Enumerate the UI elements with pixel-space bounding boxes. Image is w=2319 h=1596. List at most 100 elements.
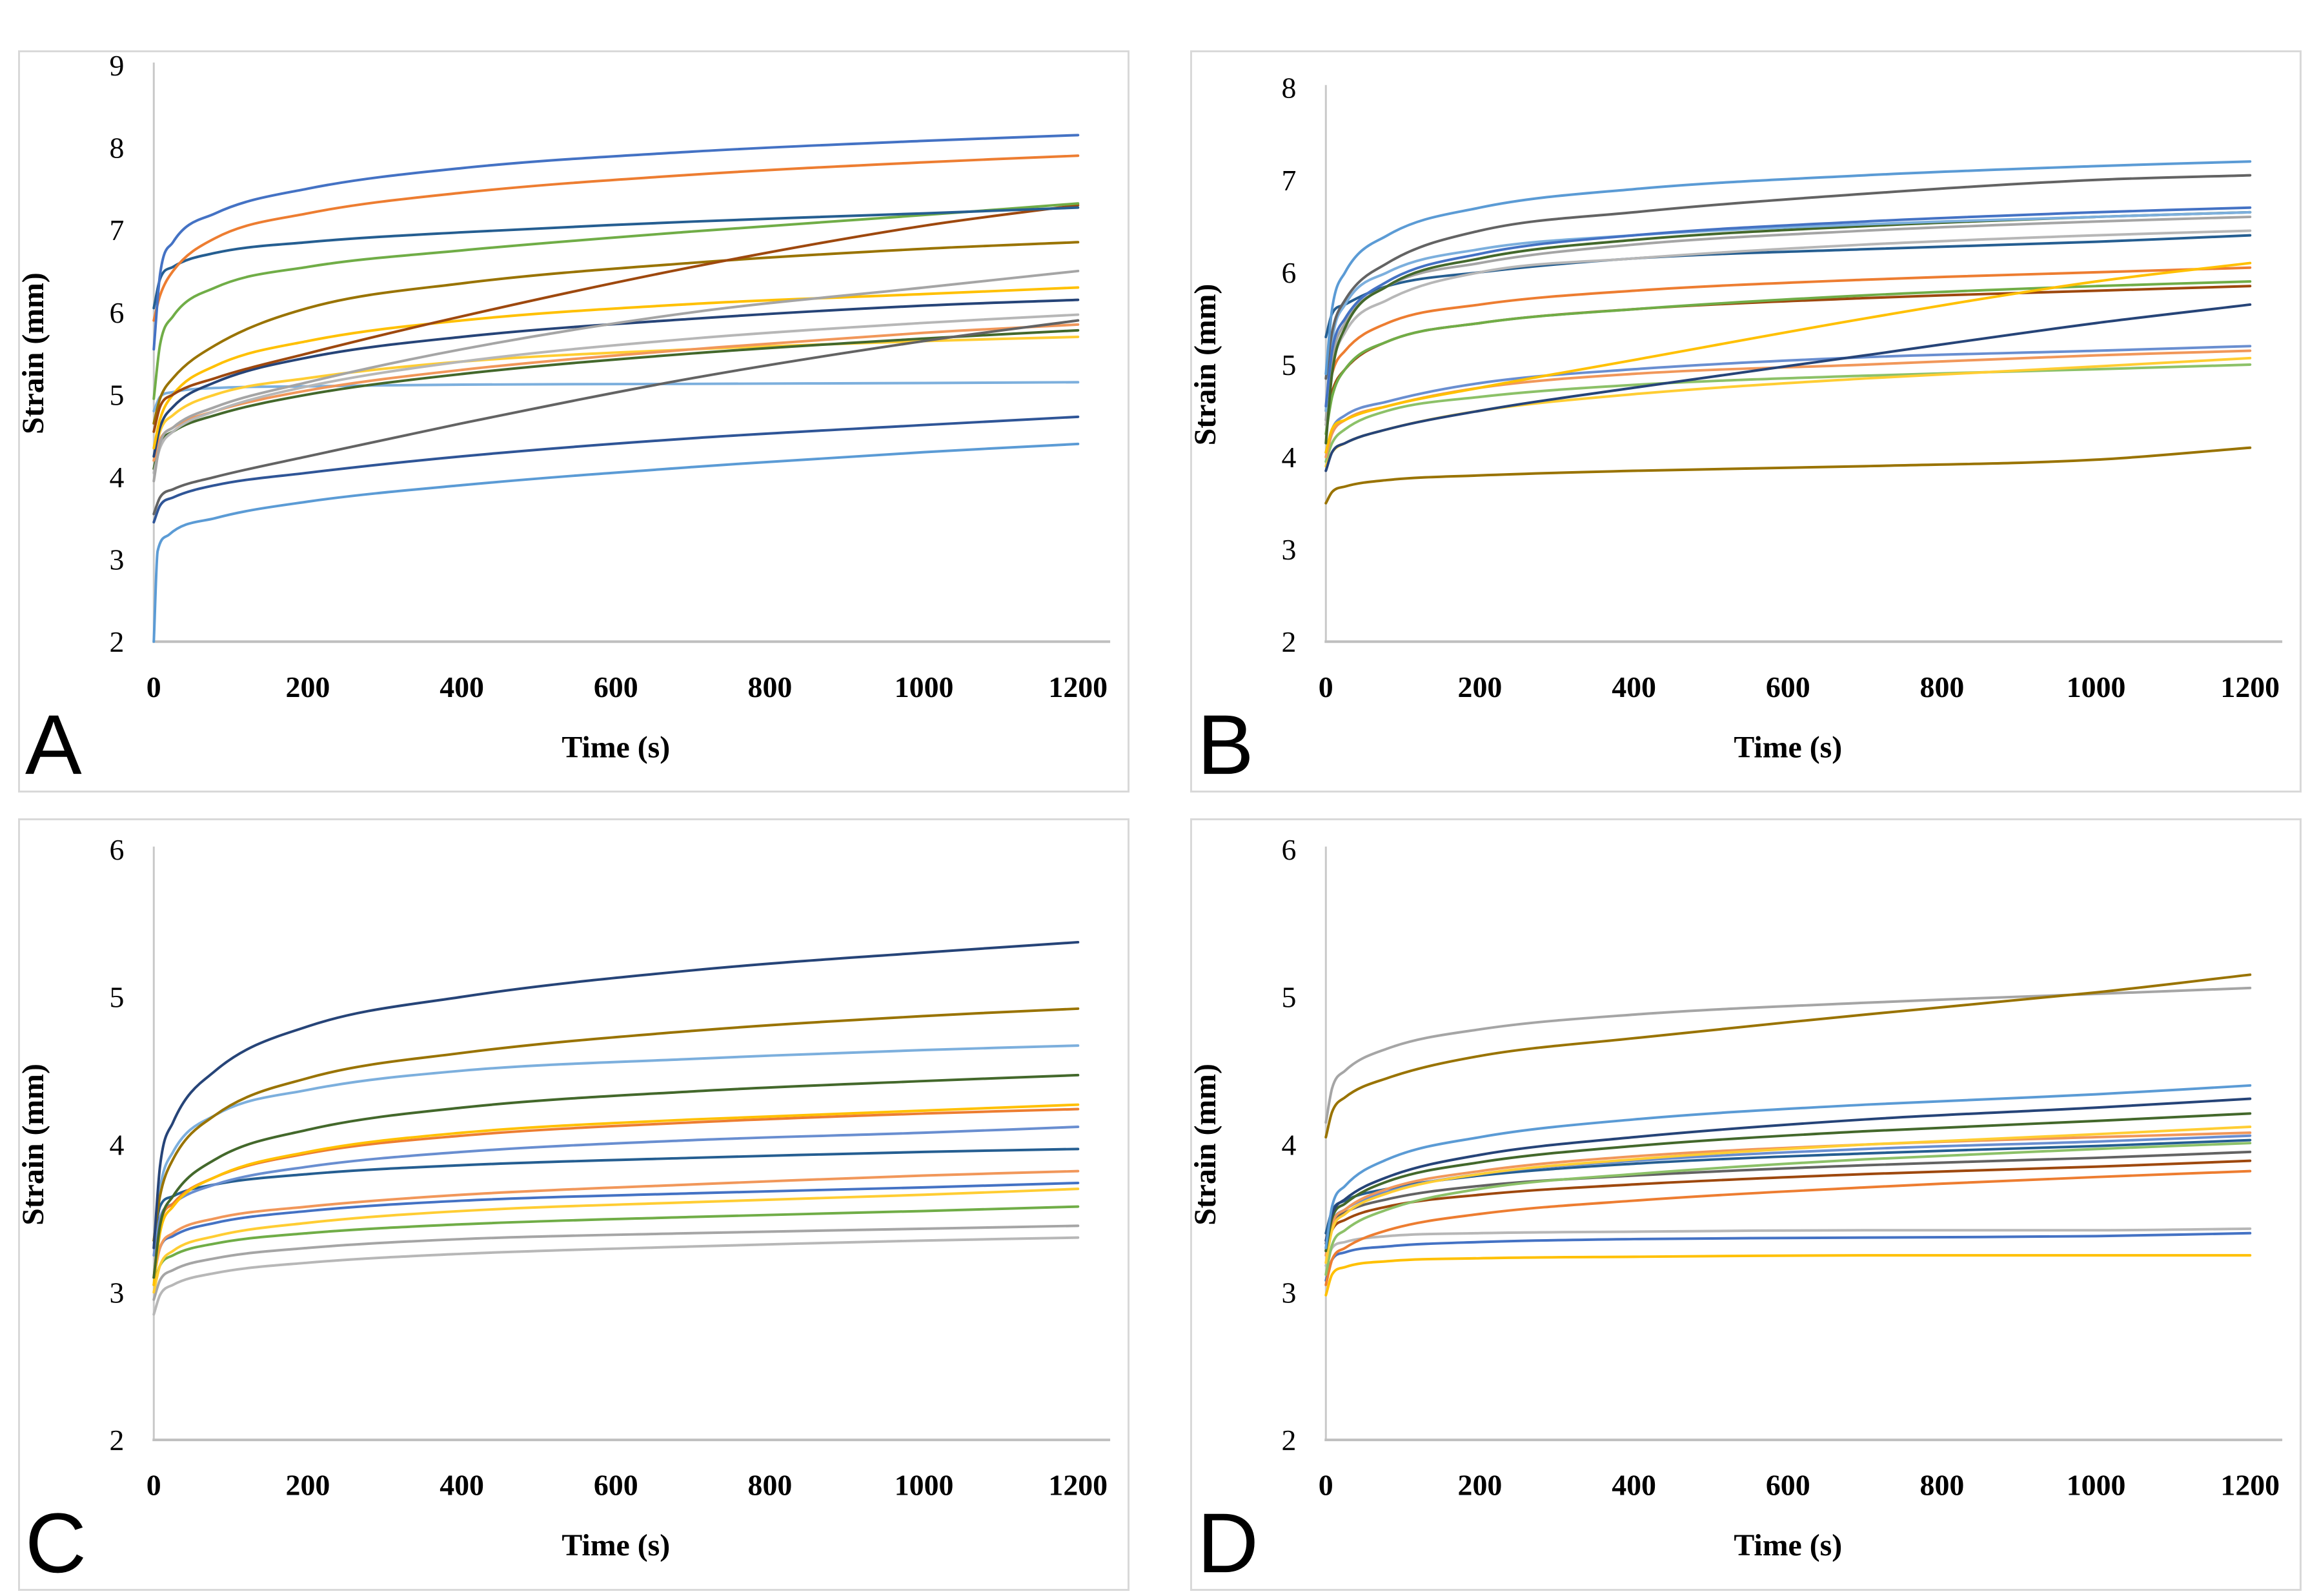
series-line-curve-d07 (1324, 1131, 2252, 1257)
series-line-curve-a17 (152, 442, 1080, 643)
x-tick-label: 1000 (2067, 671, 2126, 703)
y-tick-label: 7 (1282, 164, 1297, 197)
series-line-curve-b06 (1324, 216, 2252, 421)
x-tick-label: 200 (286, 671, 330, 703)
series-line-curve-a04 (152, 202, 1080, 400)
series-line-curve-d03 (1324, 1084, 2252, 1249)
series-line-curve-b03 (1324, 206, 2252, 408)
panel-b-chart: 2 3 4 5 6 7 8 0 200 400 600 800 1000 1200 Time (s) Stra… (1192, 72, 2283, 791)
y-tick-label: 3 (1282, 1276, 1297, 1309)
x-axis-title: Time (s) (1734, 1528, 1842, 1562)
x-tick-label: 400 (1612, 1469, 1656, 1502)
x-tick-label: 200 (1458, 1469, 1503, 1502)
x-tick-label: 1200 (2220, 671, 2280, 703)
x-tick-label: 600 (1766, 1469, 1810, 1502)
y-tick-label: 4 (1282, 1129, 1297, 1162)
series-line-curve-b10 (1324, 266, 2252, 412)
panel-c: 2 3 4 5 6 0 200 400 600 800 1000 1200 Time (s) Strain… (18, 818, 1129, 1591)
y-tick-label: 9 (110, 52, 125, 82)
y-tick-label: 4 (110, 461, 125, 494)
x-axis-title: Time (s) (1734, 730, 1842, 764)
series-line-curve-c06 (152, 1107, 1080, 1279)
series-line-curve-c05 (152, 1103, 1080, 1286)
series-line-curve-b11 (1324, 280, 2252, 436)
x-tick-label: 1200 (2220, 1469, 2280, 1502)
series-line-curve-d13 (1324, 1169, 2252, 1286)
series-line-curve-a03 (152, 206, 1080, 310)
x-axis-title: Time (s) (562, 730, 670, 764)
series-line-curve-c14 (152, 1236, 1080, 1316)
y-tick-label: 2 (1282, 1424, 1297, 1457)
y-tick-label: 3 (110, 543, 125, 576)
panel-d: 2 3 4 5 6 0 200 400 600 800 1000 1200 Time (s) Strain… (1190, 818, 2302, 1591)
x-tick-label: 800 (748, 1469, 793, 1502)
series-line-curve-a01 (152, 134, 1080, 351)
series-line-curve-a15 (152, 381, 1080, 412)
y-tick-label: 8 (1282, 72, 1297, 105)
series-line-curve-d15 (1324, 1231, 2252, 1282)
y-axis-title: Strain (mm) (20, 272, 50, 434)
x-tick-label: 400 (440, 671, 484, 703)
x-tick-label: 600 (594, 671, 638, 703)
x-axis-title: Time (s) (562, 1528, 670, 1562)
series-line-curve-d16 (1324, 1254, 2252, 1297)
y-tick-label: 2 (110, 625, 125, 658)
x-tick-label: 200 (1458, 671, 1503, 703)
series-line-curve-d12 (1324, 1159, 2252, 1253)
x-tick-label: 800 (1920, 1469, 1965, 1502)
y-tick-label: 2 (1282, 625, 1297, 658)
series-line-curve-a10 (152, 313, 1080, 474)
y-tick-label: 4 (110, 1129, 125, 1162)
x-tick-label: 1000 (2067, 1469, 2126, 1502)
panel-a-chart: 2 3 4 5 6 7 8 9 0 200 400 600 800 1000 1200 Time (s) Str… (20, 52, 1111, 791)
y-tick-label: 7 (110, 214, 125, 247)
y-tick-label: 6 (1282, 833, 1297, 866)
panel-b: 2 3 4 5 6 7 8 0 200 400 600 800 1000 1200 Time (s) Stra… (1190, 50, 2302, 793)
y-tick-label: 5 (1282, 348, 1297, 381)
x-tick-label: 400 (1612, 671, 1656, 703)
x-tick-label: 400 (440, 1469, 484, 1502)
panel-letter: B (1197, 697, 1254, 791)
y-axis-title: Strain (mm) (20, 1064, 50, 1226)
series-line-curve-d05 (1324, 1112, 2252, 1253)
y-tick-label: 3 (110, 1276, 125, 1309)
series-line-curve-d14 (1324, 1227, 2252, 1268)
series-line-curve-c13 (152, 1224, 1080, 1301)
series-line-curve-c03 (152, 1044, 1080, 1249)
series-line-curve-b01 (1324, 160, 2252, 376)
y-tick-label: 2 (110, 1424, 125, 1457)
series-line-curve-c01 (152, 940, 1080, 1249)
series-line-curve-b18 (1324, 446, 2252, 505)
x-tick-label: 1200 (1048, 1469, 1108, 1502)
four-panel-creep-figure: 2 3 4 5 6 7 8 9 0 200 400 600 800 1000 1200 Time (s) Str… (18, 50, 2302, 1591)
y-axis-title: Strain (mm) (1192, 284, 1222, 446)
panel-letter: D (1197, 1495, 1259, 1589)
series-line-curve-a02 (152, 154, 1080, 322)
y-tick-label: 6 (1282, 256, 1297, 289)
series-line-curve-c10 (152, 1181, 1080, 1279)
series-line-curve-b17 (1324, 363, 2252, 463)
x-tick-label: 600 (1766, 671, 1810, 703)
y-tick-label: 6 (110, 296, 125, 329)
series-line-curve-a06 (152, 241, 1080, 425)
x-tick-label: 200 (286, 1469, 330, 1502)
series-line-curve-b09 (1324, 261, 2252, 454)
x-tick-label: 0 (147, 671, 161, 703)
series-line-curve-a05 (152, 203, 1080, 433)
y-axis-title: Strain (mm) (1192, 1064, 1222, 1226)
y-tick-label: 5 (110, 378, 125, 411)
x-tick-label: 600 (594, 1469, 638, 1502)
panel-d-chart: 2 3 4 5 6 0 200 400 600 800 1000 1200 Time (s) Strain… (1192, 833, 2283, 1589)
series-line-curve-c02 (152, 1007, 1080, 1242)
series-line-curve-c11 (152, 1187, 1080, 1294)
y-tick-label: 3 (1282, 533, 1297, 566)
y-tick-label: 6 (110, 833, 125, 866)
series-line-curve-d02 (1324, 986, 2252, 1124)
series-line-curve-c12 (152, 1205, 1080, 1286)
series-line-curve-c09 (152, 1169, 1080, 1279)
x-tick-label: 1000 (895, 1469, 954, 1502)
series-line-curve-d10 (1324, 1142, 2252, 1276)
series-line-curve-a07 (152, 269, 1080, 483)
series-line-curve-c04 (152, 1073, 1080, 1279)
series-line-curve-a16 (152, 415, 1080, 524)
